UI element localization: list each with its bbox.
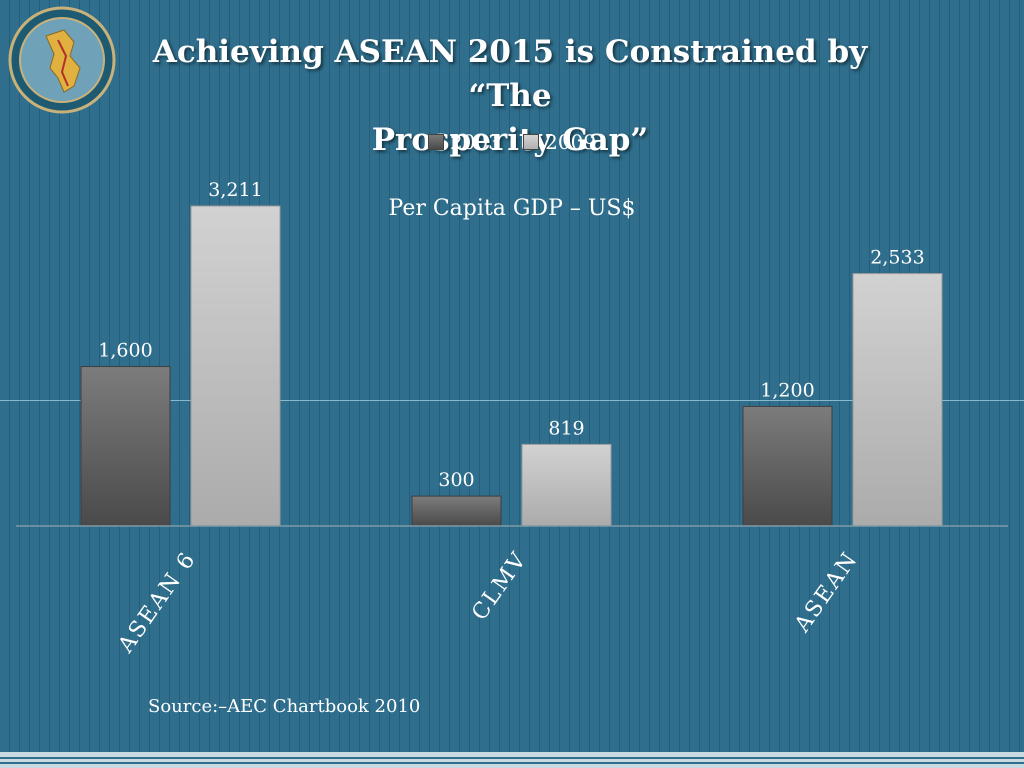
bar-2009-asean-6 bbox=[190, 205, 281, 527]
legend-label-2009: 2009 bbox=[545, 130, 597, 154]
data-label-2003-asean: 1,200 bbox=[760, 379, 814, 401]
footer-line bbox=[0, 762, 1024, 764]
bar-2003-asean-6 bbox=[80, 366, 171, 527]
bar-2003-asean bbox=[742, 405, 833, 527]
source-note: Source:–AEC Chartbook 2010 bbox=[148, 696, 421, 717]
bar-2009-asean bbox=[852, 273, 943, 527]
title-line-2: Prosperity Gap” bbox=[371, 122, 649, 158]
bar-2003-clmv bbox=[411, 495, 502, 527]
footer-band bbox=[0, 752, 1024, 768]
title-line-1: Achieving ASEAN 2015 is Constrained by “… bbox=[152, 34, 868, 114]
category-label-asean-6: ASEAN 6 bbox=[113, 547, 201, 658]
data-label-2003-clmv: 300 bbox=[438, 469, 474, 491]
legend-label-2003: 2003 bbox=[449, 130, 501, 154]
data-label-2009-asean-6: 3,211 bbox=[208, 179, 262, 201]
footer-line bbox=[0, 757, 1024, 759]
bar-chart: 1,600 3,211 ASEAN 6 300 819 CLMV 1,200 2,533 ASE… bbox=[16, 179, 1008, 658]
page-title: Achieving ASEAN 2015 is Constrained by “… bbox=[130, 30, 890, 162]
data-label-2003-asean-6: 1,600 bbox=[98, 340, 152, 362]
category-label-asean: ASEAN bbox=[790, 547, 864, 638]
legend-item-2003: 2003 bbox=[427, 130, 501, 154]
legend-item-2009: 2009 bbox=[523, 130, 596, 154]
data-label-2009-asean: 2,533 bbox=[870, 247, 924, 269]
data-label-2009-clmv: 819 bbox=[548, 417, 584, 439]
bar-2009-clmv bbox=[521, 443, 612, 527]
category-label-clmv: CLMV bbox=[467, 547, 532, 625]
institute-logo bbox=[8, 6, 116, 114]
legend-swatch-2009 bbox=[523, 134, 540, 150]
legend-swatch-2003 bbox=[427, 134, 444, 150]
chart-legend: 2003 2009 bbox=[0, 130, 1024, 155]
chart-subtitle: Per Capita GDP – US$ bbox=[388, 196, 636, 221]
background-rule bbox=[0, 400, 1024, 401]
